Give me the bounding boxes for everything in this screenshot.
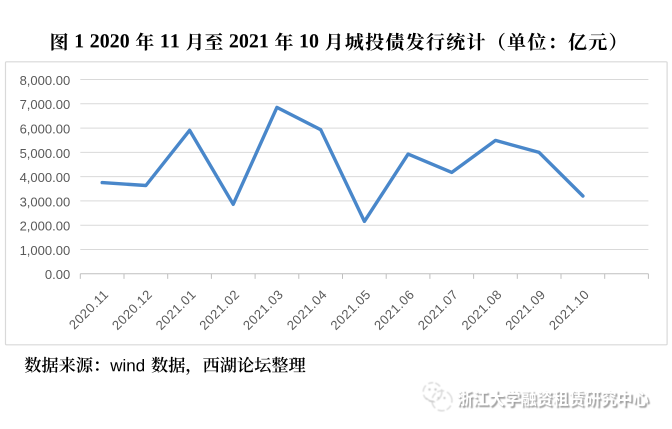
svg-text:5,000.00: 5,000.00: [20, 146, 71, 161]
svg-text:3,000.00: 3,000.00: [20, 194, 71, 209]
svg-text:2,000.00: 2,000.00: [20, 219, 71, 234]
svg-text:7,000.00: 7,000.00: [20, 97, 71, 112]
svg-text:1,000.00: 1,000.00: [20, 243, 71, 258]
svg-text:0.00: 0.00: [45, 267, 70, 282]
svg-text:6,000.00: 6,000.00: [20, 121, 71, 136]
svg-text:4,000.00: 4,000.00: [20, 170, 71, 185]
svg-text:8,000.00: 8,000.00: [20, 73, 71, 88]
